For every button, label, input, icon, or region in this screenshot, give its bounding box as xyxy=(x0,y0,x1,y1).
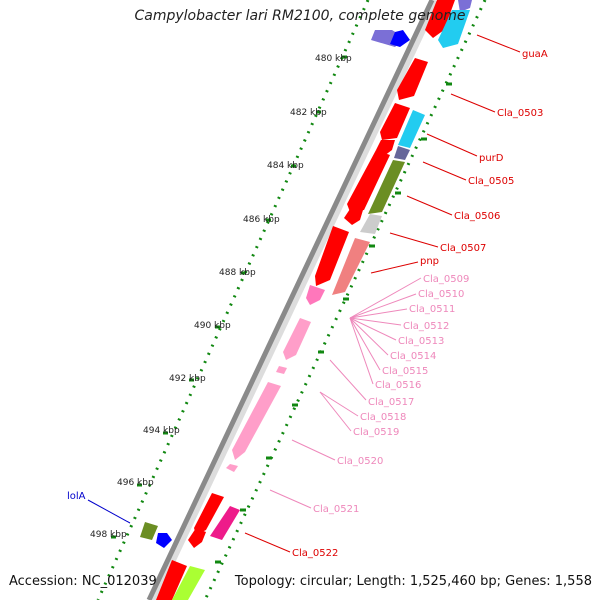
gene-feature xyxy=(140,522,158,540)
gene-label: Cla_0510 xyxy=(418,289,464,300)
gene-feature xyxy=(425,0,455,38)
tick-label: 488 kbp xyxy=(219,268,256,278)
gene-feature xyxy=(172,566,205,600)
gene-feature xyxy=(360,214,382,234)
callout-lines xyxy=(87,34,521,553)
gene-label: Cla_0507 xyxy=(440,243,486,254)
gene-feature xyxy=(368,160,405,214)
gene-label: purD xyxy=(479,153,504,164)
tick-label: 484 kbp xyxy=(267,161,304,171)
gene-feature xyxy=(394,146,410,160)
gene-label: Cla_0516 xyxy=(375,380,421,391)
gene-label: Cla_0519 xyxy=(353,427,399,438)
accession-text: Accession: NC_012039 xyxy=(9,574,157,589)
tick-label: 494 kbp xyxy=(143,426,180,436)
reverse-genes xyxy=(172,0,472,600)
gene-feature xyxy=(194,493,224,535)
gene-feature xyxy=(232,382,281,460)
tick-label: 496 kbp xyxy=(117,478,154,488)
major-ticks xyxy=(111,55,452,564)
gene-feature xyxy=(276,366,287,374)
forward-genes xyxy=(140,0,455,600)
gene-feature xyxy=(397,58,428,100)
gene-feature xyxy=(306,285,325,305)
topology-text: Topology: circular; Length: 1,525,460 bp… xyxy=(234,574,592,589)
gene-label: Cla_0511 xyxy=(409,304,455,315)
tick-label: 498 kbp xyxy=(90,530,127,540)
gene-label: Cla_0513 xyxy=(398,336,444,347)
tick-label: 492 kbp xyxy=(169,374,206,384)
gene-feature xyxy=(438,10,470,48)
gene-feature xyxy=(332,238,370,295)
backbone-shadow xyxy=(147,0,440,600)
genome-title: Campylobacter lari RM2100, complete geno… xyxy=(134,8,466,24)
gene-feature xyxy=(344,206,363,225)
gene-label: Cla_0505 xyxy=(468,176,514,187)
tick-label: 486 kbp xyxy=(243,215,280,225)
tick-label: 480 kbp xyxy=(315,54,352,64)
gene-feature xyxy=(380,103,410,140)
backbone xyxy=(146,0,435,600)
gene-label: pnp xyxy=(420,256,439,267)
gene-feature xyxy=(398,110,425,148)
gene-label: Cla_0503 xyxy=(497,108,543,119)
gene-label: Cla_0518 xyxy=(360,412,406,423)
gene-label: Cla_0515 xyxy=(382,366,428,377)
gene-feature xyxy=(390,30,410,47)
gene-label: Cla_0522 xyxy=(292,548,338,559)
gene-label: Cla_0509 xyxy=(423,274,469,285)
gene-feature xyxy=(458,0,472,12)
gene-feature xyxy=(188,528,206,548)
tick-label: 490 kbp xyxy=(194,321,231,331)
gene-feature xyxy=(226,464,238,472)
gene-labels: guaA Cla_0503 purD Cla_0505 Cla_0506 Cla… xyxy=(67,49,548,559)
gene-feature xyxy=(156,560,187,600)
outer-tick-track xyxy=(96,0,370,600)
gene-label: Cla_0520 xyxy=(337,456,383,467)
gene-label: Cla_0521 xyxy=(313,504,359,515)
gene-label: Cla_0512 xyxy=(403,321,449,332)
gene-label: guaA xyxy=(522,49,548,60)
gene-label: Cla_0517 xyxy=(368,397,414,408)
gene-feature xyxy=(156,533,172,548)
gene-feature xyxy=(210,506,240,540)
gene-feature xyxy=(283,318,311,360)
gene-feature xyxy=(315,226,349,286)
gene-feature xyxy=(347,150,390,212)
tick-label: 482 kbp xyxy=(290,108,327,118)
gene-label: Cla_0506 xyxy=(454,211,500,222)
gene-label: lolA xyxy=(67,491,86,502)
gene-label: Cla_0514 xyxy=(390,351,436,362)
